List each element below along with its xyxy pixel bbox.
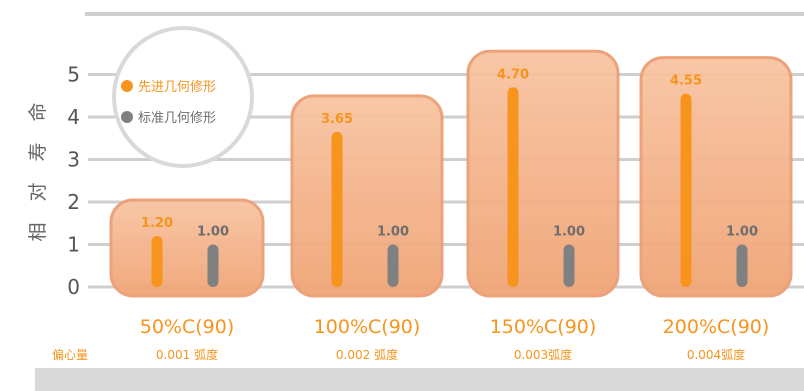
y-axis-label-char: 对 bbox=[27, 182, 49, 201]
y-tick-label: 5 bbox=[67, 63, 80, 87]
value-label-standard: 1.00 bbox=[553, 225, 585, 240]
group-boxes bbox=[109, 49, 793, 298]
labels: 0 1 2 3 4 5 1.20 1.00 50%C(90) 0.001 弧度 3.65 1.00 10… bbox=[67, 63, 769, 363]
bar-advanced bbox=[151, 236, 163, 287]
legend: 先进几何修形 标准几何修形 bbox=[112, 26, 254, 168]
bars bbox=[151, 87, 748, 287]
legend-label-standard: 标准几何修形 bbox=[138, 110, 216, 126]
eccentricity-label: 0.001 弧度 bbox=[156, 347, 218, 362]
value-label-advanced: 4.70 bbox=[497, 67, 529, 82]
y-axis-label-char: 命 bbox=[27, 102, 49, 121]
value-label-standard: 1.00 bbox=[726, 225, 758, 240]
category-label: 50%C(90) bbox=[140, 316, 235, 338]
group-box bbox=[290, 94, 444, 298]
legend-swatch-standard bbox=[121, 111, 133, 123]
bottom-band bbox=[35, 368, 804, 391]
group-box bbox=[109, 198, 265, 298]
bar-standard bbox=[207, 244, 219, 287]
y-tick-label: 4 bbox=[67, 105, 80, 129]
category-label: 200%C(90) bbox=[663, 316, 770, 338]
legend-circle bbox=[112, 26, 254, 168]
group-box bbox=[639, 56, 793, 298]
bar-advanced bbox=[331, 131, 343, 287]
category-label: 150%C(90) bbox=[490, 316, 597, 338]
y-tick-label: 1 bbox=[67, 233, 80, 257]
legend-swatch-advanced bbox=[121, 80, 133, 92]
value-label-advanced: 4.55 bbox=[670, 74, 702, 89]
y-tick-label: 0 bbox=[67, 275, 80, 299]
y-tick-label: 2 bbox=[67, 190, 80, 214]
value-label-standard: 1.00 bbox=[377, 225, 409, 240]
bar-advanced bbox=[507, 87, 519, 287]
value-label-standard: 1.00 bbox=[197, 225, 229, 240]
eccentricity-label: 0.003弧度 bbox=[514, 347, 572, 362]
eccentricity-label: 0.002 弧度 bbox=[336, 347, 398, 362]
y-axis-label-char: 相 bbox=[27, 222, 49, 241]
y-axis-label-char: 寿 bbox=[27, 142, 49, 161]
value-label-advanced: 1.20 bbox=[141, 216, 173, 231]
y-tick-label: 3 bbox=[67, 148, 80, 172]
bar-advanced bbox=[680, 93, 692, 287]
bar-standard bbox=[736, 244, 748, 287]
legend-label-advanced: 先进几何修形 bbox=[138, 79, 216, 95]
value-label-advanced: 3.65 bbox=[321, 112, 353, 127]
group-box bbox=[466, 49, 620, 298]
bar-standard bbox=[563, 244, 575, 287]
bar-standard bbox=[387, 244, 399, 287]
sublabel-title: 偏心量 bbox=[52, 347, 88, 362]
eccentricity-label: 0.004弧度 bbox=[687, 347, 745, 362]
category-label: 100%C(90) bbox=[314, 316, 421, 338]
